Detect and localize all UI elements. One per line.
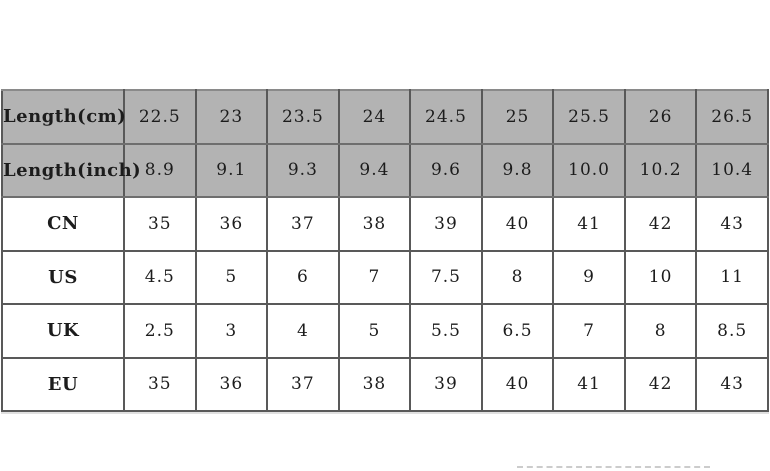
value-cell: 9.1 [194,142,269,198]
value-cell: 5.5 [409,303,483,359]
row-label-cell: US [1,249,125,305]
value-cell: 8 [480,249,555,305]
value-cell: 41 [552,356,626,412]
table-row: US 4.5 5 6 7 7.5 8 9 10 11 [1,249,769,305]
dashed-divider [517,466,710,468]
value-cell: 37 [266,196,340,252]
value-cell: 26 [623,89,698,145]
row-label-cell: CN [1,196,125,252]
size-chart-body: Length(cm) 22.5 23 23.5 24 24.5 25 25.5 26 26.5 Le… [1,89,769,412]
value-cell: 7 [552,303,626,359]
value-cell: 9.4 [337,142,412,198]
value-cell: 5 [194,249,269,305]
table-row: EU 35 36 37 38 39 40 41 42 43 [1,356,769,412]
value-cell: 36 [194,356,269,412]
value-cell: 43 [695,196,769,252]
value-cell: 41 [552,196,626,252]
value-cell: 23.5 [266,89,340,145]
value-cell: 23 [194,89,269,145]
value-cell: 9 [552,249,626,305]
table-row: CN 35 36 37 38 39 40 41 42 43 [1,196,769,252]
value-cell: 9.6 [409,142,483,198]
value-cell: 6 [266,249,340,305]
value-cell: 4.5 [123,249,197,305]
table-row: Length(cm) 22.5 23 23.5 24 24.5 25 25.5 26 26.5 [1,89,769,145]
row-label-cell: Length(cm) [1,89,126,145]
row-label-cell: UK [1,303,125,359]
value-cell: 35 [123,196,197,252]
size-chart-table: Length(cm) 22.5 23 23.5 24 24.5 25 25.5 26 26.5 Le… [1,89,769,412]
value-cell: 42 [623,196,698,252]
value-cell: 7 [337,249,412,305]
value-cell: 10.4 [695,142,769,198]
value-cell: 8.9 [123,142,197,198]
value-cell: 10.2 [623,142,698,198]
value-cell: 42 [623,356,698,412]
value-cell: 10.0 [552,142,626,198]
value-cell: 36 [194,196,269,252]
value-cell: 37 [266,356,340,412]
value-cell: 25 [480,89,555,145]
table-row: Length(inch) 8.9 9.1 9.3 9.4 9.6 9.8 10.0 10.2 10… [1,142,769,198]
value-cell: 22.5 [123,89,197,145]
value-cell: 40 [480,196,555,252]
value-cell: 43 [695,356,769,412]
value-cell: 26.5 [695,89,769,145]
value-cell: 5 [337,303,412,359]
value-cell: 2.5 [123,303,197,359]
value-cell: 38 [337,356,412,412]
value-cell: 11 [695,249,769,305]
value-cell: 39 [409,196,483,252]
value-cell: 24.5 [409,89,483,145]
value-cell: 6.5 [480,303,555,359]
value-cell: 35 [123,356,197,412]
value-cell: 9.8 [480,142,555,198]
value-cell: 25.5 [552,89,626,145]
value-cell: 39 [409,356,483,412]
value-cell: 24 [337,89,412,145]
value-cell: 8 [623,303,698,359]
value-cell: 7.5 [409,249,483,305]
value-cell: 40 [480,356,555,412]
row-label-cell: Length(inch) [1,142,141,198]
value-cell: 9.3 [266,142,340,198]
value-cell: 38 [337,196,412,252]
table-row: UK 2.5 3 4 5 5.5 6.5 7 8 8.5 [1,303,769,359]
value-cell: 8.5 [695,303,769,359]
value-cell: 4 [266,303,340,359]
value-cell: 10 [623,249,698,305]
value-cell: 3 [194,303,269,359]
row-label-cell: EU [1,356,125,412]
